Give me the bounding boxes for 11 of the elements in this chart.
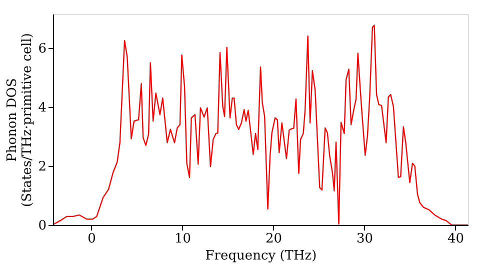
y-tick-label: 4 xyxy=(38,100,46,116)
y-tick-label: 0 xyxy=(38,218,46,234)
x-tick-label: 10 xyxy=(174,232,192,246)
y-tick-label: 2 xyxy=(38,159,46,174)
x-axis-title: Frequency (THz) xyxy=(205,248,317,264)
x-tick-label: 30 xyxy=(356,232,374,246)
x-tick-label: 20 xyxy=(265,232,282,246)
y-axis-title: Phonon DOS (States/THz·primitive cell) xyxy=(5,32,36,208)
x-tick-label: 40 xyxy=(447,232,464,246)
x-tick-label: 0 xyxy=(88,232,96,246)
y-tick-label: 6 xyxy=(38,41,46,56)
